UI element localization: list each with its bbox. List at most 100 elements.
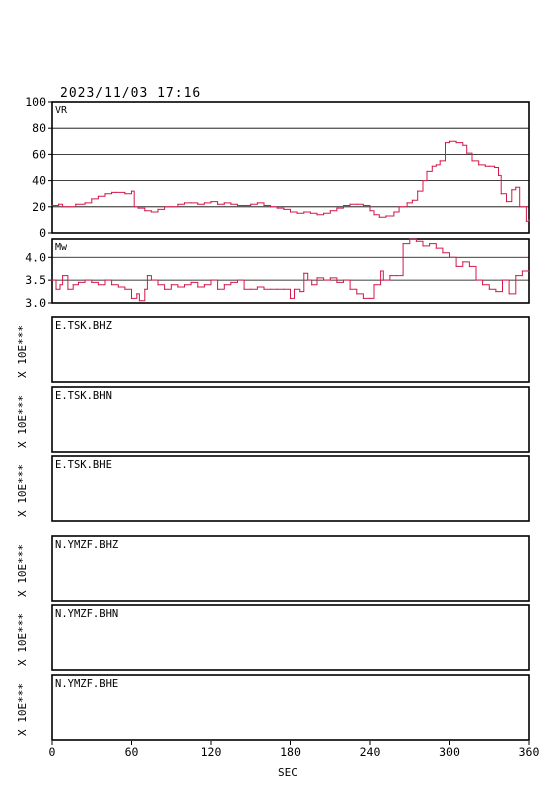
data-point bbox=[183, 202, 186, 204]
data-point bbox=[130, 297, 133, 299]
station-label: N.YMZF.BHN bbox=[55, 608, 118, 620]
data-point bbox=[336, 281, 338, 283]
data-point bbox=[144, 210, 146, 212]
data-point bbox=[144, 288, 146, 290]
data-point bbox=[435, 164, 437, 166]
data-point bbox=[236, 204, 239, 207]
data-point bbox=[276, 207, 278, 209]
data-point bbox=[342, 279, 345, 281]
data-point bbox=[316, 277, 318, 279]
data-point bbox=[75, 203, 77, 205]
data-point bbox=[385, 215, 387, 217]
waveform-panel-frame bbox=[51, 604, 530, 671]
data-point bbox=[230, 281, 232, 283]
x-tick-label: 180 bbox=[280, 745, 301, 759]
data-point bbox=[515, 186, 517, 188]
y-tick-label: 60 bbox=[32, 147, 46, 161]
data-point bbox=[411, 199, 413, 201]
x-tick-label: 120 bbox=[201, 745, 222, 759]
data-point bbox=[393, 211, 395, 213]
data-point bbox=[342, 204, 345, 207]
data-point bbox=[422, 180, 424, 182]
data-point bbox=[488, 165, 490, 167]
data-point bbox=[468, 265, 470, 267]
waveform-panel-frame bbox=[51, 674, 530, 741]
data-point bbox=[426, 170, 428, 172]
data-point bbox=[197, 286, 199, 288]
data-point bbox=[329, 277, 331, 279]
y-scale-label: X 10E*** bbox=[16, 544, 29, 597]
data-point bbox=[243, 288, 245, 290]
data-point bbox=[115, 191, 117, 193]
data-point bbox=[515, 275, 517, 277]
data-point bbox=[349, 288, 351, 290]
data-point bbox=[170, 206, 172, 208]
data-point bbox=[111, 284, 113, 286]
data-point bbox=[349, 203, 351, 205]
data-point bbox=[97, 195, 99, 197]
data-point bbox=[150, 211, 152, 213]
station-label: E.TSK.BHN bbox=[55, 390, 112, 402]
data-point bbox=[482, 284, 484, 286]
x-tick-label: 240 bbox=[360, 745, 381, 759]
data-point bbox=[409, 238, 411, 240]
y-scale-label: X 10E*** bbox=[16, 464, 29, 517]
data-point bbox=[444, 142, 447, 144]
data-point bbox=[164, 206, 166, 208]
data-point bbox=[270, 288, 272, 290]
data-point bbox=[309, 212, 311, 214]
waveform-panel-frame bbox=[51, 386, 530, 453]
y-tick-label: 100 bbox=[25, 95, 46, 109]
data-point bbox=[311, 284, 313, 286]
data-point bbox=[124, 288, 126, 290]
data-point bbox=[373, 214, 375, 216]
data-point bbox=[497, 174, 500, 176]
data-point bbox=[72, 284, 74, 286]
data-point bbox=[136, 293, 138, 295]
data-point bbox=[197, 203, 199, 205]
data-point bbox=[91, 198, 93, 200]
data-point bbox=[336, 207, 338, 209]
data-point bbox=[289, 297, 292, 299]
waveform-panel-frame bbox=[51, 316, 530, 383]
data-point bbox=[133, 206, 135, 208]
data-point bbox=[299, 291, 301, 293]
data-point bbox=[356, 203, 358, 205]
y-tick-label: 3.0 bbox=[25, 296, 46, 310]
x-tick-label: 360 bbox=[519, 745, 540, 759]
data-point bbox=[378, 216, 380, 218]
data-point bbox=[243, 204, 245, 207]
data-point bbox=[329, 210, 331, 212]
x-tick-label: 0 bbox=[49, 745, 56, 759]
data-point bbox=[382, 279, 384, 281]
data-point bbox=[223, 202, 225, 204]
data-point bbox=[303, 272, 305, 274]
data-point bbox=[323, 212, 325, 214]
data-point bbox=[256, 202, 258, 204]
data-point bbox=[51, 279, 53, 281]
data-point bbox=[455, 265, 457, 267]
data-point bbox=[236, 279, 239, 281]
y-tick-label: 80 bbox=[32, 121, 46, 135]
waveform-panel-frame bbox=[51, 535, 530, 602]
data-point bbox=[130, 190, 133, 192]
data-point bbox=[190, 281, 192, 283]
y-tick-label: 0 bbox=[39, 226, 46, 240]
y-scale-label: X 10E*** bbox=[16, 395, 29, 448]
data-point bbox=[521, 270, 524, 272]
data-point bbox=[519, 206, 521, 208]
data-point bbox=[307, 279, 309, 281]
data-point bbox=[488, 288, 490, 290]
data-point bbox=[398, 206, 400, 208]
data-point bbox=[77, 281, 80, 283]
data-point bbox=[402, 243, 404, 245]
data-point bbox=[283, 288, 285, 290]
data-point bbox=[210, 201, 212, 203]
panel-label-vr: VR bbox=[55, 105, 68, 116]
data-point bbox=[316, 214, 318, 216]
data-point bbox=[104, 193, 106, 195]
y-scale-label: X 10E*** bbox=[16, 613, 29, 666]
data-point bbox=[124, 193, 126, 195]
